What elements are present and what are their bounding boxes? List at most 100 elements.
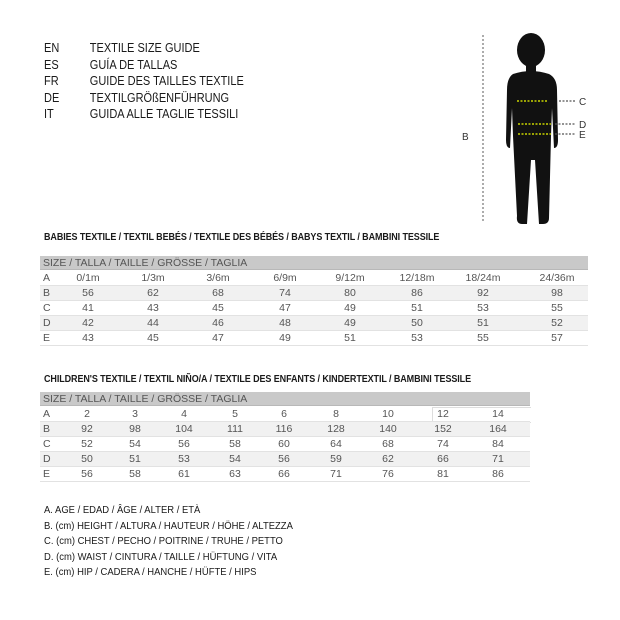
table-cell: 66 bbox=[437, 453, 449, 465]
table-cell: 71 bbox=[330, 468, 342, 480]
table-cell: 3 bbox=[132, 408, 138, 420]
table-cell: 0/1m bbox=[76, 272, 100, 284]
table-cell: 57 bbox=[551, 332, 563, 344]
table-cell: 62 bbox=[382, 453, 394, 465]
language-code: EN bbox=[44, 41, 60, 55]
label-d: D bbox=[579, 120, 586, 131]
intro-text: TEXTILE SIZE GUIDE bbox=[89, 41, 200, 55]
table-cell: 51 bbox=[411, 302, 423, 314]
intro-row: DE TEXTILGRÖßENFÜHRUNG bbox=[44, 90, 273, 107]
table-cell: 49 bbox=[279, 332, 291, 344]
table-cell: 54 bbox=[129, 438, 141, 450]
table-cell: 84 bbox=[492, 438, 504, 450]
intro-text: GUÍA DE TALLAS bbox=[89, 57, 178, 72]
table-row: E 43 45 47 49 51 53 55 57 bbox=[40, 331, 588, 346]
table-cell: 6/9m bbox=[273, 272, 297, 284]
table-cell: 5 bbox=[232, 408, 238, 420]
table-cell: 98 bbox=[551, 287, 563, 299]
table-cell: 47 bbox=[279, 302, 291, 314]
table-cell: 53 bbox=[411, 332, 423, 344]
table-cell: 53 bbox=[178, 453, 190, 465]
table-cell: 76 bbox=[382, 468, 394, 480]
table-row: C 52 54 56 58 60 64 68 74 84 bbox=[40, 437, 530, 452]
table-cell: 46 bbox=[212, 317, 224, 329]
table-row: E 56 58 61 63 66 71 76 81 86 bbox=[40, 467, 530, 482]
legend-item: B. (cm) HEIGHT / ALTURA / HAUTEUR / HÖHE… bbox=[44, 519, 293, 532]
label-c: C bbox=[579, 97, 586, 108]
intro-text: TEXTILGRÖßENFÜHRUNG bbox=[89, 90, 230, 105]
table-cell: 56 bbox=[81, 468, 93, 480]
intro-row: IT GUIDA ALLE TAGLIE TESSILI bbox=[44, 106, 273, 123]
table-cell: 47 bbox=[212, 332, 224, 344]
row-label: C bbox=[43, 438, 51, 450]
intro-list: EN TEXTILE SIZE GUIDE ES GUÍA DE TALLAS FR GU… bbox=[44, 40, 273, 123]
language-code: FR bbox=[44, 74, 59, 88]
table-cell: 66 bbox=[278, 468, 290, 480]
table-cell: 4 bbox=[181, 408, 187, 420]
table-cell: 56 bbox=[178, 438, 190, 450]
table-cell: 111 bbox=[227, 423, 243, 435]
table-cell: 45 bbox=[212, 302, 224, 314]
table-cell: 3/6m bbox=[206, 272, 230, 284]
table-cell: 54 bbox=[229, 453, 241, 465]
table-cell: 60 bbox=[278, 438, 290, 450]
table-cell: 152 bbox=[434, 423, 452, 435]
table-cell: 43 bbox=[82, 332, 94, 344]
child-silhouette-icon bbox=[506, 33, 558, 224]
table-cell: 80 bbox=[344, 287, 356, 299]
table-cell: 51 bbox=[344, 332, 356, 344]
table-cell: 43 bbox=[147, 302, 159, 314]
table-cell: 24/36m bbox=[539, 272, 575, 284]
measurement-legend: A. AGE / EDAD / ÂGE / ALTER / ETÀ B. (cm)… bbox=[44, 503, 293, 581]
table-cell: 52 bbox=[81, 438, 93, 450]
table-cell: 61 bbox=[178, 468, 190, 480]
table-cell: 45 bbox=[147, 332, 159, 344]
table-cell: 64 bbox=[330, 438, 342, 450]
table-cell: 71 bbox=[492, 453, 504, 465]
table-cell: 44 bbox=[147, 317, 159, 329]
table-cell: 49 bbox=[344, 317, 356, 329]
table-cell: 12/18m bbox=[399, 272, 435, 284]
table-cell: 92 bbox=[81, 423, 93, 435]
table-cell: 98 bbox=[129, 423, 141, 435]
table-cell: 52 bbox=[551, 317, 563, 329]
babies-title: BABIES TEXTILE / TEXTIL BEBÉS / TEXTILE … bbox=[44, 232, 440, 243]
table-cell: 62 bbox=[147, 287, 159, 299]
legend-item: A. AGE / EDAD / ÂGE / ALTER / ETÀ bbox=[44, 504, 201, 516]
table-header: SIZE / TALLA / TAILLE / GRÖSSE / TAGLIA bbox=[40, 392, 530, 406]
intro-row: EN TEXTILE SIZE GUIDE bbox=[44, 40, 273, 57]
table-cell: 74 bbox=[437, 438, 449, 450]
table-cell: 18/24m bbox=[465, 272, 501, 284]
table-cell: 10 bbox=[382, 408, 394, 420]
row-label: B bbox=[43, 287, 51, 299]
table-cell: 50 bbox=[81, 453, 93, 465]
table-cell: 104 bbox=[175, 423, 193, 435]
intro-row: ES GUÍA DE TALLAS bbox=[44, 57, 273, 74]
table-cell: 164 bbox=[489, 423, 507, 435]
table-cell: 6 bbox=[281, 408, 287, 420]
table-cell: 81 bbox=[437, 468, 449, 480]
table-cell: 128 bbox=[327, 423, 345, 435]
table-cell: 42 bbox=[82, 317, 94, 329]
language-code: IT bbox=[44, 107, 54, 121]
table-row: B 92 98 104 111 116 128 140 152 164 bbox=[40, 422, 530, 437]
row-label: A bbox=[43, 408, 51, 420]
table-row: B 56 62 68 74 80 86 92 98 bbox=[40, 286, 588, 301]
intro-row: FR GUIDE DES TAILLES TEXTILE bbox=[44, 73, 273, 90]
table-row: A 0/1m 1/3m 3/6m 6/9m 9/12m 12/18m 18/24m 24/36m bbox=[40, 271, 588, 286]
legend-item: C. (cm) CHEST / PECHO / POITRINE / TRUHE… bbox=[44, 535, 283, 547]
table-cell: 14 bbox=[492, 408, 504, 420]
table-cell: 92 bbox=[477, 287, 489, 299]
table-cell: 9/12m bbox=[335, 272, 365, 284]
table-cell: 51 bbox=[477, 317, 489, 329]
language-code: DE bbox=[44, 90, 60, 105]
table-cell: 1/3m bbox=[141, 272, 165, 284]
label-b: B bbox=[462, 132, 469, 143]
intro-text: GUIDA ALLE TAGLIE TESSILI bbox=[89, 107, 239, 121]
row-label: A bbox=[43, 272, 51, 284]
table-row: C 41 43 45 47 49 51 53 55 bbox=[40, 301, 588, 316]
child-figure: B C D E bbox=[462, 33, 586, 224]
table-row: D 42 44 46 48 49 50 51 52 bbox=[40, 316, 588, 331]
language-code: ES bbox=[44, 57, 59, 72]
table-cell: 56 bbox=[278, 453, 290, 465]
